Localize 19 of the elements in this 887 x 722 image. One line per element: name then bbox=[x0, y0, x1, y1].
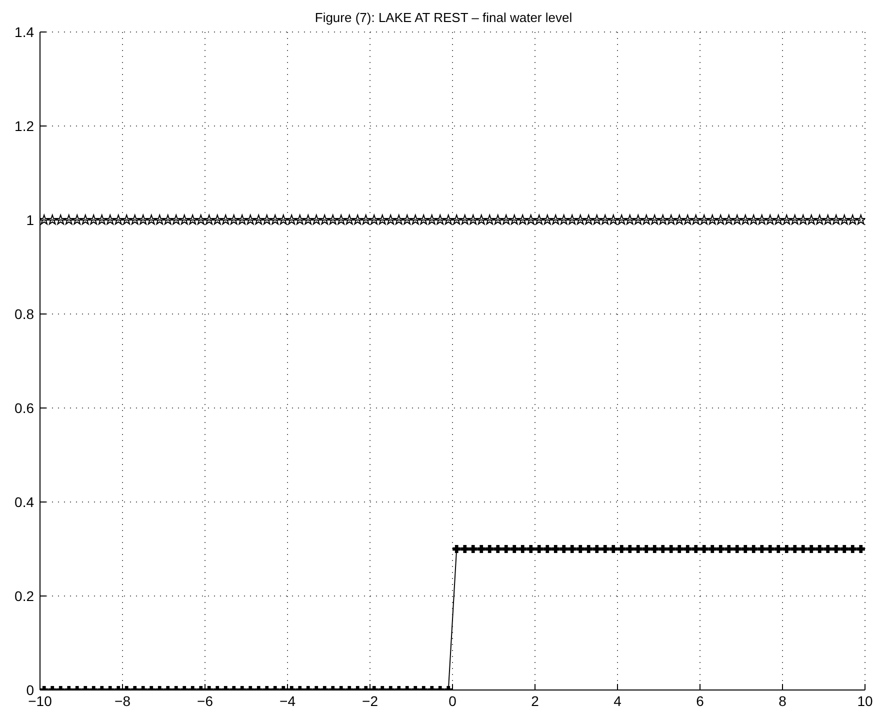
x-tick-label: 0 bbox=[448, 692, 457, 709]
x-tick-label: 4 bbox=[614, 692, 622, 709]
x-tick-label: −4 bbox=[280, 692, 296, 709]
x-tick-label: −6 bbox=[197, 692, 214, 709]
x-tick-label: 6 bbox=[696, 692, 704, 709]
x-tick-label: 8 bbox=[778, 692, 787, 709]
x-tick-label: −2 bbox=[362, 692, 378, 709]
y-tick-label: 1.4 bbox=[14, 24, 34, 40]
y-tick-label: 1 bbox=[26, 212, 34, 228]
y-tick-label: 1.2 bbox=[14, 118, 34, 134]
y-tick-label: 0.2 bbox=[14, 588, 34, 604]
x-tick-label: 2 bbox=[531, 692, 540, 709]
y-tick-label: 0.8 bbox=[14, 306, 34, 322]
y-tick-label: 0.4 bbox=[14, 494, 34, 510]
x-tick-label: 10 bbox=[857, 692, 873, 709]
x-tick-label: −8 bbox=[114, 692, 131, 709]
y-tick-label: 0.6 bbox=[14, 400, 34, 416]
y-tick-label: 0 bbox=[26, 682, 34, 698]
chart-title: Figure (7): LAKE AT REST – final water level bbox=[314, 10, 574, 25]
